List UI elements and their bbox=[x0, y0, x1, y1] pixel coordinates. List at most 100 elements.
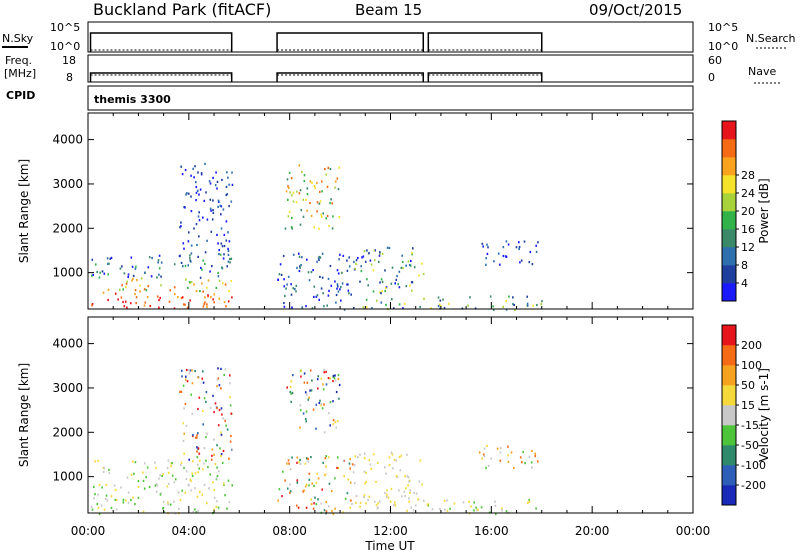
data-cell bbox=[323, 509, 326, 512]
data-cell bbox=[363, 457, 366, 460]
data-cell bbox=[155, 467, 157, 470]
colorbar-segment bbox=[722, 139, 736, 158]
data-cell bbox=[501, 507, 503, 510]
data-cell bbox=[338, 258, 340, 261]
data-cell bbox=[399, 469, 402, 472]
data-cell bbox=[198, 452, 201, 455]
data-cell bbox=[313, 226, 315, 229]
data-cell bbox=[105, 483, 108, 486]
data-cell bbox=[313, 502, 315, 505]
data-cell bbox=[101, 270, 104, 273]
data-cell bbox=[218, 384, 221, 387]
data-cell bbox=[190, 244, 193, 247]
data-cell bbox=[475, 506, 477, 509]
data-cell bbox=[222, 417, 224, 420]
colorbar-segment bbox=[722, 175, 736, 194]
data-cell bbox=[205, 436, 207, 439]
data-cell bbox=[202, 305, 205, 308]
data-cell bbox=[206, 239, 208, 242]
data-cell bbox=[197, 407, 199, 411]
data-cell bbox=[410, 506, 412, 509]
data-cell bbox=[481, 242, 484, 245]
data-cell bbox=[106, 257, 109, 260]
data-cell bbox=[328, 224, 330, 227]
data-cell bbox=[332, 215, 334, 218]
data-cell bbox=[228, 183, 230, 186]
data-cell bbox=[225, 193, 228, 197]
data-cell bbox=[519, 261, 521, 264]
data-cell bbox=[283, 301, 285, 305]
data-cell bbox=[216, 180, 219, 183]
velocity-ylabel: Slant Range [km] bbox=[17, 363, 31, 467]
velocity-frame bbox=[87, 316, 694, 514]
data-cell bbox=[444, 508, 446, 511]
data-cell bbox=[162, 473, 164, 476]
data-cell bbox=[108, 262, 110, 265]
data-cell bbox=[364, 260, 367, 263]
data-cell bbox=[130, 498, 132, 502]
data-cell bbox=[521, 461, 523, 464]
data-cell bbox=[160, 275, 162, 278]
data-cell bbox=[217, 199, 220, 202]
data-cell bbox=[108, 468, 110, 471]
data-cell bbox=[480, 506, 483, 509]
data-cell bbox=[228, 205, 230, 208]
data-cell bbox=[169, 503, 172, 506]
data-cell bbox=[159, 493, 162, 496]
data-cell bbox=[396, 476, 399, 479]
data-cell bbox=[98, 276, 101, 279]
data-cell bbox=[336, 420, 339, 423]
data-cell bbox=[537, 241, 539, 244]
data-cell bbox=[228, 289, 230, 293]
data-cell bbox=[213, 453, 215, 456]
data-cell bbox=[210, 230, 213, 233]
data-cell bbox=[320, 404, 322, 407]
data-cell bbox=[195, 181, 197, 184]
data-cell bbox=[322, 383, 324, 386]
data-cell bbox=[189, 369, 192, 372]
data-cell bbox=[307, 398, 310, 401]
data-cell bbox=[197, 463, 199, 466]
data-cell bbox=[221, 413, 223, 416]
data-cell bbox=[540, 303, 543, 306]
data-cell bbox=[224, 368, 227, 371]
data-cell bbox=[98, 512, 101, 515]
data-cell bbox=[199, 290, 201, 293]
data-cell bbox=[353, 260, 355, 264]
data-cell bbox=[487, 246, 489, 249]
data-cell bbox=[292, 191, 295, 194]
data-cell bbox=[301, 256, 303, 259]
data-cell bbox=[184, 491, 187, 494]
data-cell bbox=[324, 168, 326, 171]
data-cell bbox=[329, 201, 331, 205]
colorbar-segment bbox=[722, 193, 736, 212]
data-cell bbox=[154, 484, 157, 487]
data-cell bbox=[158, 299, 160, 302]
data-cell bbox=[372, 290, 375, 293]
data-cell bbox=[204, 262, 206, 265]
data-cell bbox=[214, 402, 217, 405]
data-cell bbox=[321, 190, 323, 193]
data-cell bbox=[334, 379, 337, 382]
data-cell bbox=[322, 388, 325, 391]
data-cell bbox=[379, 500, 381, 503]
data-cell bbox=[303, 372, 306, 375]
data-cell bbox=[119, 288, 121, 291]
data-cell bbox=[513, 303, 515, 307]
data-cell bbox=[418, 480, 421, 483]
data-cell bbox=[278, 273, 281, 276]
data-cell bbox=[94, 493, 96, 496]
data-cell bbox=[95, 263, 97, 266]
data-cell bbox=[446, 509, 449, 512]
data-cell bbox=[384, 269, 386, 272]
data-cell bbox=[179, 498, 182, 502]
data-cell bbox=[218, 279, 221, 282]
data-cell bbox=[378, 254, 381, 257]
colorbar-segment bbox=[722, 157, 736, 176]
data-cell bbox=[230, 412, 233, 415]
data-cell bbox=[301, 170, 303, 173]
data-cell bbox=[410, 281, 413, 284]
data-cell bbox=[327, 294, 330, 297]
data-cell bbox=[332, 423, 334, 426]
data-cell bbox=[283, 278, 285, 281]
